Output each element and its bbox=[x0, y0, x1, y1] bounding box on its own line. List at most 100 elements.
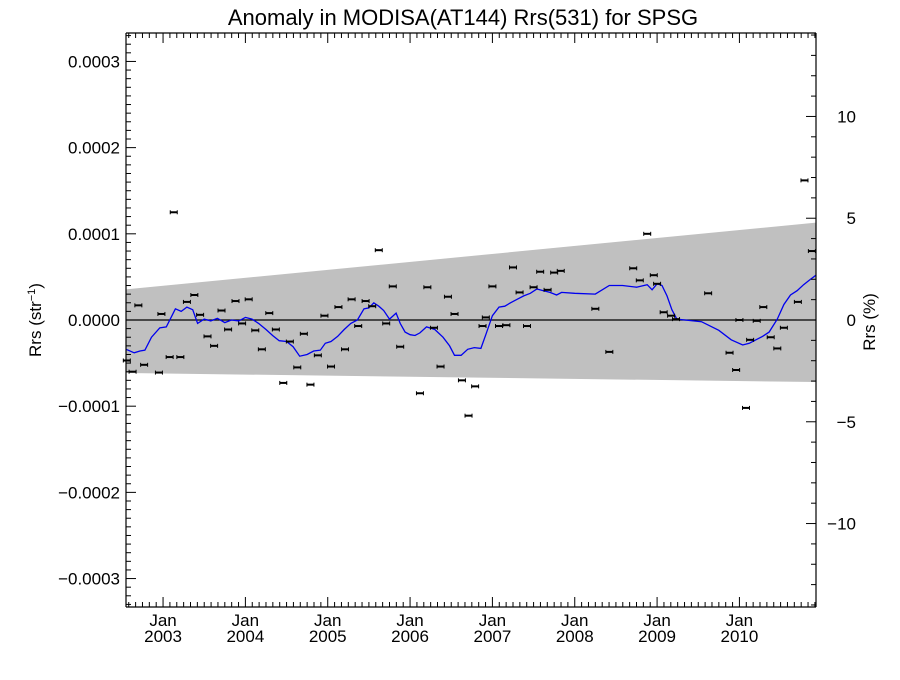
data-point bbox=[672, 317, 681, 322]
data-point bbox=[429, 325, 438, 330]
x-tick-label-month: Jan bbox=[149, 611, 176, 630]
y2-tick-label: 0 bbox=[847, 311, 856, 330]
x-tick-label-year: 2004 bbox=[226, 627, 264, 646]
data-point bbox=[313, 353, 322, 358]
data-point bbox=[735, 318, 744, 322]
data-point bbox=[436, 364, 445, 369]
data-point bbox=[508, 265, 517, 270]
y-axis-label: Rrs (str−1) bbox=[26, 283, 45, 357]
data-point bbox=[667, 313, 676, 318]
y-tick-label: 0.0000 bbox=[68, 311, 120, 330]
x-tick-label-month: Jan bbox=[643, 611, 670, 630]
data-point bbox=[122, 358, 131, 363]
data-point bbox=[238, 321, 247, 326]
data-point bbox=[556, 268, 565, 273]
data-point bbox=[341, 347, 350, 352]
y2-tick-label: 5 bbox=[847, 209, 856, 228]
data-point bbox=[629, 266, 638, 271]
data-point bbox=[779, 325, 788, 330]
data-point bbox=[807, 249, 816, 254]
y-tick-label: 0.0003 bbox=[68, 52, 120, 71]
x-tick-label-year: 2005 bbox=[309, 627, 347, 646]
data-point bbox=[244, 297, 253, 302]
y-tick-label: −0.0002 bbox=[58, 483, 120, 502]
data-point bbox=[293, 365, 302, 370]
data-point bbox=[165, 355, 174, 360]
data-point bbox=[443, 294, 452, 299]
data-point bbox=[742, 405, 751, 410]
x-tick-label-year: 2010 bbox=[721, 627, 759, 646]
x-tick-label-year: 2009 bbox=[638, 627, 676, 646]
data-point bbox=[374, 248, 383, 253]
data-point bbox=[653, 281, 662, 286]
data-point bbox=[257, 347, 266, 352]
y-axis-label-text: Rrs (str bbox=[26, 301, 45, 357]
x-tick-label-month: Jan bbox=[232, 611, 259, 630]
data-point bbox=[176, 355, 185, 360]
data-point bbox=[210, 343, 219, 348]
data-point bbox=[481, 315, 490, 320]
data-point bbox=[196, 312, 205, 317]
y2-tick-label: −10 bbox=[827, 515, 856, 534]
uncertainty-band-layer bbox=[126, 222, 816, 383]
data-point bbox=[529, 285, 538, 290]
data-point bbox=[154, 370, 163, 375]
data-point bbox=[271, 327, 280, 332]
data-point bbox=[591, 306, 600, 311]
data-point bbox=[478, 324, 487, 329]
y2-axis-label: Rrs (%) bbox=[860, 293, 879, 351]
uncertainty-band bbox=[126, 222, 816, 383]
data-point bbox=[279, 380, 288, 385]
data-point bbox=[502, 323, 511, 328]
data-point bbox=[203, 334, 212, 339]
data-point bbox=[536, 269, 545, 274]
data-point bbox=[347, 297, 356, 302]
data-point bbox=[766, 335, 775, 340]
data-point bbox=[320, 313, 329, 318]
x-tick-label-year: 2003 bbox=[144, 627, 182, 646]
data-point bbox=[423, 285, 432, 290]
data-point bbox=[361, 299, 370, 304]
data-point bbox=[157, 311, 166, 316]
data-point bbox=[217, 308, 226, 313]
data-point bbox=[415, 391, 424, 396]
data-point bbox=[231, 299, 240, 304]
data-point bbox=[488, 284, 497, 289]
y-tick-label: −0.0001 bbox=[58, 397, 120, 416]
data-point bbox=[464, 413, 473, 418]
x-tick-label-month: Jan bbox=[314, 611, 341, 630]
x-tick-label-month: Jan bbox=[479, 611, 506, 630]
data-point bbox=[752, 318, 761, 323]
running-mean-layer bbox=[125, 274, 817, 357]
running-mean-line bbox=[125, 274, 817, 357]
data-point bbox=[746, 337, 755, 342]
data-point bbox=[732, 367, 741, 372]
data-point bbox=[793, 299, 802, 304]
data-point bbox=[396, 344, 405, 349]
data-point bbox=[388, 284, 397, 289]
data-point bbox=[140, 362, 149, 367]
x-tick-label-month: Jan bbox=[561, 611, 588, 630]
data-point bbox=[659, 310, 668, 315]
y-axis-label-superscript: −1 bbox=[26, 289, 38, 302]
data-point bbox=[759, 305, 768, 310]
data-point bbox=[450, 311, 459, 316]
y2-tick-label: 10 bbox=[837, 107, 856, 126]
data-point bbox=[543, 287, 552, 292]
x-tick-label-month: Jan bbox=[396, 611, 423, 630]
y-axis-label-close: ) bbox=[26, 283, 45, 289]
data-point bbox=[649, 273, 658, 278]
y-tick-label: −0.0003 bbox=[58, 570, 120, 589]
x-tick-label-year: 2008 bbox=[556, 627, 594, 646]
data-point bbox=[643, 231, 652, 236]
data-points-layer bbox=[122, 178, 816, 418]
y2-tick-label: −5 bbox=[837, 413, 856, 432]
data-point bbox=[169, 210, 178, 215]
data-point bbox=[471, 384, 480, 389]
data-point bbox=[725, 350, 734, 355]
data-point bbox=[134, 303, 143, 308]
data-point bbox=[635, 278, 644, 283]
data-point bbox=[605, 349, 614, 354]
